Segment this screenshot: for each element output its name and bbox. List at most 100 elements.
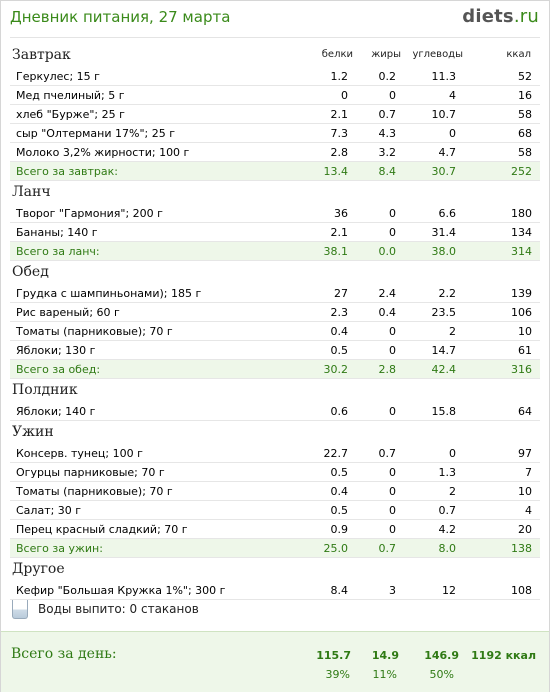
glass-icon[interactable] <box>12 599 28 619</box>
food-fat: 0 <box>389 466 396 479</box>
food-protein: 2.1 <box>330 226 349 239</box>
food-kcal: 10 <box>518 485 532 498</box>
food-name: Рис вареный; 60 г <box>16 306 120 319</box>
food-kcal: 52 <box>518 70 532 83</box>
food-name: Перец красный сладкий; 70 г <box>16 523 188 536</box>
food-carbs: 0.7 <box>438 504 457 517</box>
food-fat: 0 <box>389 89 396 102</box>
food-protein: 0.6 <box>330 405 349 418</box>
food-protein: 2.8 <box>330 146 349 159</box>
day-total-label: Всего за день: <box>11 646 117 662</box>
site-logo[interactable]: diets.ru <box>462 6 539 27</box>
food-carbs: 15.8 <box>431 405 457 418</box>
day-fat-pct: 11% <box>372 668 397 681</box>
day-fat: 14.9 <box>371 649 399 662</box>
section-title: Другое <box>12 561 65 577</box>
section-title: Завтрак <box>12 47 71 63</box>
food-row[interactable]: Томаты (парниковые); 70 г 0.4 0 2 10 <box>10 482 540 501</box>
header: Дневник питания, 27 марта diets.ru <box>1 1 549 37</box>
food-fat: 0 <box>389 405 396 418</box>
food-fat: 2.4 <box>378 287 397 300</box>
food-protein: 0.5 <box>330 344 349 357</box>
total-kcal: 316 <box>511 363 532 376</box>
food-carbs: 31.4 <box>431 226 457 239</box>
food-row[interactable]: Салат; 30 г 0.5 0 0.7 4 <box>10 501 540 520</box>
food-protein: 22.7 <box>323 447 349 460</box>
total-protein: 38.1 <box>323 245 349 258</box>
food-name: Молоко 3,2% жирности; 100 г <box>16 146 190 159</box>
logo-main: diets <box>462 6 514 27</box>
food-kcal: 58 <box>518 146 532 159</box>
food-carbs: 14.7 <box>431 344 457 357</box>
day-protein: 115.7 <box>316 649 351 662</box>
food-row[interactable]: Геркулес; 15 г 1.2 0.2 11.3 52 <box>10 67 540 86</box>
food-row[interactable]: Молоко 3,2% жирности; 100 г 2.8 3.2 4.7 58 <box>10 143 540 162</box>
food-name: Консерв. тунец; 100 г <box>16 447 143 460</box>
day-kcal: 1192 ккал <box>471 649 536 662</box>
water-text: Воды выпито: 0 стаканов <box>38 602 199 616</box>
food-row[interactable]: Творог "Гармония"; 200 г 36 0 6.6 180 <box>10 204 540 223</box>
food-carbs: 6.6 <box>438 207 457 220</box>
food-fat: 0.7 <box>378 447 397 460</box>
food-fat: 0 <box>389 226 396 239</box>
section-title: Полдник <box>12 382 78 398</box>
food-kcal: 180 <box>511 207 532 220</box>
food-kcal: 61 <box>518 344 532 357</box>
food-name: Огурцы парниковые; 70 г <box>16 466 165 479</box>
food-kcal: 134 <box>511 226 532 239</box>
food-row[interactable]: Томаты (парниковые); 70 г 0.4 0 2 10 <box>10 322 540 341</box>
total-name: Всего за обед: <box>16 363 101 376</box>
col-header-carbs: углеводы <box>412 49 463 60</box>
col-header-fat: жиры <box>371 49 401 60</box>
food-row[interactable]: Бананы; 140 г 2.1 0 31.4 134 <box>10 223 540 242</box>
food-carbs: 2.2 <box>438 287 457 300</box>
meal-total-row: Всего за ланч: 38.1 0.0 38.0 314 <box>10 242 540 261</box>
food-row[interactable]: Консерв. тунец; 100 г 22.7 0.7 0 97 <box>10 444 540 463</box>
food-row[interactable]: Огурцы парниковые; 70 г 0.5 0 1.3 7 <box>10 463 540 482</box>
section-title: Ланч <box>12 184 51 200</box>
food-kcal: 20 <box>518 523 532 536</box>
food-name: хлеб "Бурже"; 25 г <box>16 108 125 121</box>
food-fat: 3 <box>389 584 396 597</box>
food-fat: 4.3 <box>378 127 397 140</box>
food-fat: 0.4 <box>378 306 397 319</box>
food-row[interactable]: сыр "Олтермани 17%"; 25 г 7.3 4.3 0 68 <box>10 124 540 143</box>
food-name: Томаты (парниковые); 70 г <box>16 485 173 498</box>
total-name: Всего за ужин: <box>16 542 103 555</box>
food-carbs: 2 <box>449 485 456 498</box>
meal-total-row: Всего за ужин: 25.0 0.7 8.0 138 <box>10 539 540 558</box>
food-row[interactable]: Перец красный сладкий; 70 г 0.9 0 4.2 20 <box>10 520 540 539</box>
col-header-kcal: ккал <box>506 49 531 60</box>
food-protein: 27 <box>334 287 348 300</box>
total-kcal: 138 <box>511 542 532 555</box>
col-header-protein: белки <box>321 49 353 60</box>
total-kcal: 252 <box>511 165 532 178</box>
logo-suffix: .ru <box>513 6 539 27</box>
food-row[interactable]: Кефир "Большая Кружка 1%"; 300 г 8.4 3 12 10… <box>10 581 540 600</box>
food-row[interactable]: Рис вареный; 60 г 2.3 0.4 23.5 106 <box>10 303 540 322</box>
section-title: Ужин <box>12 424 54 440</box>
food-row[interactable]: Мед пчелиный; 5 г 0 0 4 16 <box>10 86 540 105</box>
food-fat: 0.2 <box>378 70 397 83</box>
meal-total-row: Всего за завтрак: 13.4 8.4 30.7 252 <box>10 162 540 181</box>
food-row[interactable]: хлеб "Бурже"; 25 г 2.1 0.7 10.7 58 <box>10 105 540 124</box>
total-fat: 8.4 <box>378 165 397 178</box>
food-carbs: 12 <box>442 584 456 597</box>
total-carbs: 8.0 <box>438 542 457 555</box>
food-kcal: 108 <box>511 584 532 597</box>
food-protein: 0.4 <box>330 325 349 338</box>
total-carbs: 38.0 <box>431 245 457 258</box>
food-protein: 0.5 <box>330 466 349 479</box>
food-kcal: 139 <box>511 287 532 300</box>
food-row[interactable]: Грудка с шампиньонами); 185 г 27 2.4 2.2 139 <box>10 284 540 303</box>
food-name: Бананы; 140 г <box>16 226 98 239</box>
total-protein: 30.2 <box>323 363 349 376</box>
food-row[interactable]: Яблоки; 140 г 0.6 0 15.8 64 <box>10 402 540 421</box>
page-title: Дневник питания, 27 марта <box>10 8 231 26</box>
food-protein: 0.9 <box>330 523 349 536</box>
food-row[interactable]: Яблоки; 130 г 0.5 0 14.7 61 <box>10 341 540 360</box>
food-kcal: 4 <box>525 504 532 517</box>
food-name: Грудка с шампиньонами); 185 г <box>16 287 202 300</box>
food-protein: 2.3 <box>330 306 349 319</box>
food-carbs: 0 <box>449 447 456 460</box>
